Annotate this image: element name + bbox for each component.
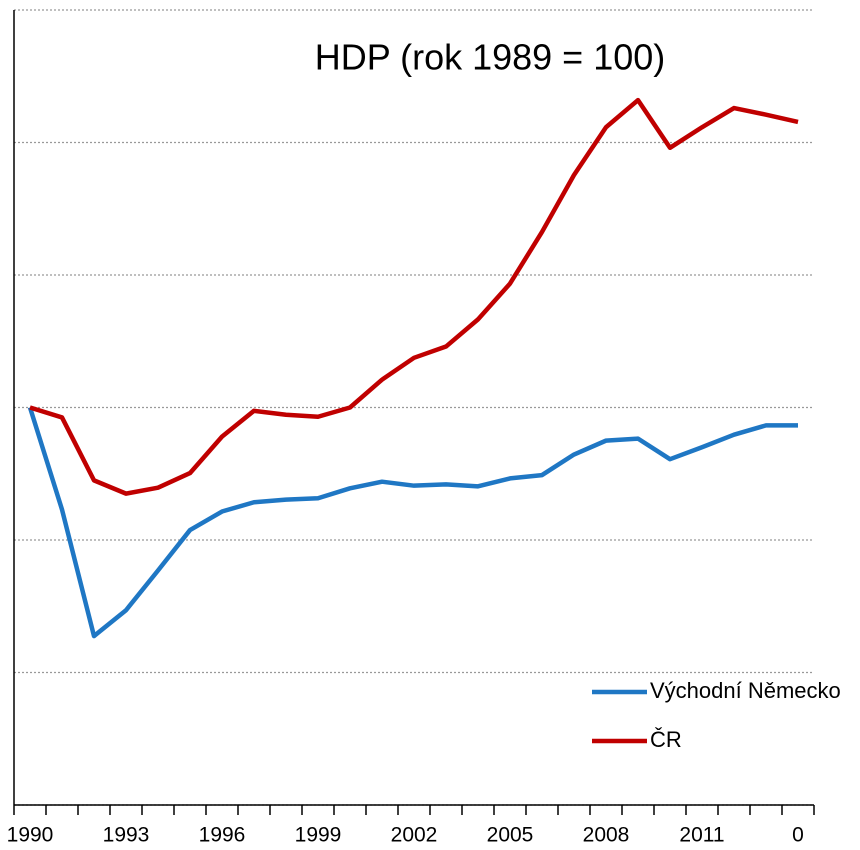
series-line [29,97,799,496]
series-line [27,406,798,639]
legend-label: Východní Německo [650,678,841,703]
legend-label: ČR [650,727,682,752]
x-tick-label: 1996 [199,824,246,847]
x-tick-label: 1999 [295,824,342,847]
x-tick-label: 1990 [7,824,54,847]
x-tick-label: 1993 [103,824,150,847]
x-tick-label: 2011 [679,824,724,847]
chart-title: HDP (rok 1989 = 100) [315,37,666,78]
x-tick-label: 2005 [487,824,534,847]
x-tick-label: 2002 [391,824,438,847]
x-tick-label: 2008 [583,824,630,847]
x-tick-label: 0 [792,824,804,847]
